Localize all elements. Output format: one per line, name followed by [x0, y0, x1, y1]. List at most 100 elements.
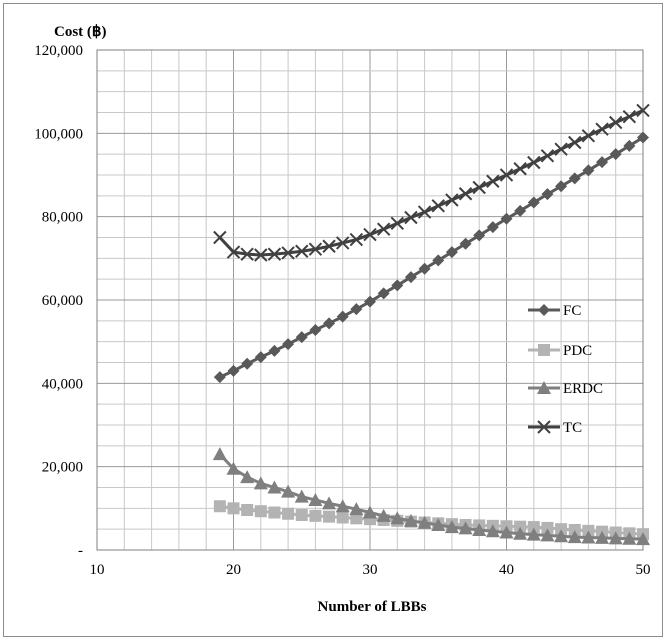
data-point-fc: [391, 279, 404, 292]
data-point-fc: [541, 188, 554, 201]
data-point-fc: [596, 156, 609, 169]
y-tick-label: 20,000: [42, 460, 83, 476]
data-point-fc: [637, 131, 649, 144]
data-point-tc: [335, 236, 350, 250]
data-point-erdc: [636, 532, 650, 546]
data-point-erdc: [581, 530, 596, 544]
data-point-pdc: [268, 506, 281, 519]
data-point-erdc: [526, 527, 541, 541]
data-point-fc: [514, 204, 527, 217]
data-point-erdc: [363, 505, 377, 519]
data-point-fc: [254, 351, 267, 364]
data-point-tc: [322, 239, 336, 253]
data-point-fc: [527, 196, 540, 209]
x-tick-label: 30: [363, 562, 378, 578]
series-line-tc: [218, 109, 644, 257]
legend-marker-tc: [537, 420, 551, 434]
data-point-fc: [364, 295, 376, 308]
data-point-pdc: [514, 520, 527, 533]
data-point-erdc: [253, 476, 268, 490]
data-point-fc: [609, 148, 622, 161]
y-axis-title: Cost (฿): [54, 24, 106, 40]
data-point-erdc: [499, 525, 514, 539]
data-point-fc: [432, 254, 445, 267]
data-point-tc: [581, 129, 596, 143]
data-point-tc: [540, 149, 555, 163]
data-point-tc: [568, 135, 582, 150]
series-tc: [213, 103, 650, 262]
data-point-erdc: [485, 524, 500, 538]
x-tick-label: 50: [636, 562, 651, 578]
data-point-tc: [254, 248, 268, 262]
data-point-erdc: [444, 520, 459, 534]
data-point-erdc: [349, 502, 364, 516]
series-fc: [213, 131, 649, 384]
x-axis-title: Number of LBBs: [318, 599, 427, 615]
legend-label-fc: FC: [563, 303, 581, 319]
data-point-tc: [554, 142, 568, 156]
data-point-fc: [336, 310, 349, 323]
data-point-tc: [240, 247, 254, 261]
data-point-fc: [486, 221, 499, 234]
data-point-erdc: [390, 511, 405, 525]
data-point-pdc: [254, 505, 267, 518]
data-point-tc: [636, 103, 650, 118]
data-point-fc: [418, 262, 431, 275]
data-point-pdc: [555, 523, 568, 536]
legend: FC PDC ERDC TC: [528, 303, 603, 436]
data-point-pdc: [336, 511, 349, 524]
data-point-erdc: [608, 531, 623, 545]
series-pdc: [213, 500, 649, 541]
data-point-tc: [486, 174, 500, 188]
data-point-fc: [404, 271, 417, 284]
data-point-fc: [282, 338, 295, 351]
data-point-tc: [431, 199, 445, 213]
data-point-fc: [309, 324, 322, 336]
data-point-pdc: [295, 509, 308, 521]
data-point-erdc: [540, 528, 555, 542]
y-tick-label: 120,000: [34, 43, 83, 59]
data-point-erdc: [308, 493, 323, 506]
legend-label-tc: TC: [563, 420, 582, 436]
data-point-tc: [281, 246, 295, 260]
x-tick-label: 40: [499, 562, 514, 578]
data-point-tc: [445, 193, 459, 207]
data-point-fc: [323, 317, 336, 330]
data-point-fc: [445, 246, 458, 259]
data-point-erdc: [322, 496, 337, 510]
data-point-pdc: [568, 524, 581, 536]
data-point-fc: [568, 172, 581, 185]
data-point-fc: [555, 180, 568, 193]
data-point-erdc: [226, 461, 241, 475]
x-tick-label: 20: [226, 562, 241, 578]
data-point-tc: [308, 242, 323, 256]
series-erdc: [212, 447, 650, 546]
data-point-fc: [350, 303, 363, 316]
data-point-tc: [226, 245, 241, 259]
data-point-fc: [582, 164, 595, 177]
legend-label-pdc: PDC: [563, 343, 592, 359]
data-point-tc: [513, 162, 527, 176]
y-tick-label: 60,000: [42, 293, 83, 309]
data-point-erdc: [294, 489, 309, 503]
data-point-erdc: [212, 447, 227, 461]
legend-marker-fc: [538, 304, 550, 316]
data-point-fc: [623, 139, 636, 152]
data-point-pdc: [350, 512, 363, 525]
legend-label-erdc: ERDC: [563, 381, 603, 397]
data-point-pdc: [527, 521, 540, 534]
data-point-erdc: [403, 513, 418, 527]
plot-area-border: [96, 49, 644, 551]
data-point-tc: [363, 227, 377, 242]
data-point-tc: [595, 122, 609, 136]
data-point-fc: [268, 344, 281, 357]
data-point-pdc: [282, 507, 295, 520]
data-point-erdc: [513, 526, 528, 540]
data-point-tc: [376, 222, 391, 236]
data-point-erdc: [267, 480, 282, 494]
data-point-tc: [349, 232, 364, 247]
data-point-pdc: [227, 502, 240, 515]
data-point-fc: [500, 212, 513, 225]
data-point-tc: [472, 180, 486, 195]
data-point-tc: [390, 216, 405, 231]
